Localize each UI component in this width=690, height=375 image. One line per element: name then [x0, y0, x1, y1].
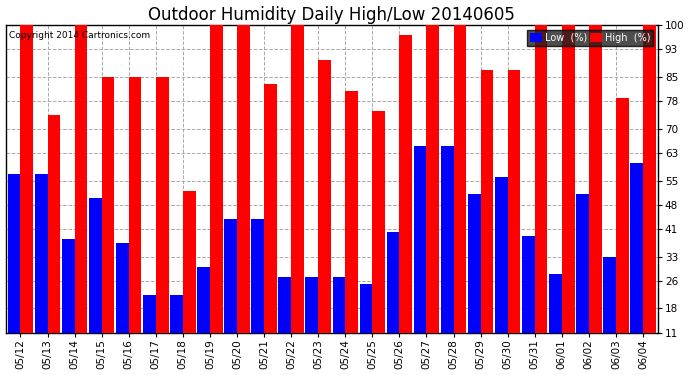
Bar	[480, 70, 493, 370]
Bar	[630, 164, 643, 370]
Bar	[306, 278, 318, 370]
Bar	[414, 146, 426, 370]
Bar	[589, 25, 602, 370]
Bar	[156, 77, 168, 370]
Title: Outdoor Humidity Daily High/Low 20140605: Outdoor Humidity Daily High/Low 20140605	[148, 6, 515, 24]
Bar	[400, 36, 412, 370]
Bar	[441, 146, 453, 370]
Bar	[143, 295, 156, 370]
Bar	[535, 25, 547, 370]
Bar	[170, 295, 183, 370]
Bar	[224, 219, 237, 370]
Bar	[8, 174, 21, 370]
Bar	[210, 25, 223, 370]
Bar	[116, 243, 129, 370]
Bar	[643, 25, 656, 370]
Bar	[318, 60, 331, 370]
Bar	[264, 84, 277, 370]
Bar	[522, 236, 535, 370]
Bar	[291, 25, 304, 370]
Bar	[453, 25, 466, 370]
Bar	[75, 25, 88, 370]
Bar	[129, 77, 141, 370]
Bar	[183, 191, 195, 370]
Bar	[359, 284, 373, 370]
Bar	[237, 25, 250, 370]
Bar	[495, 177, 508, 370]
Bar	[251, 219, 264, 370]
Bar	[616, 98, 629, 370]
Bar	[278, 278, 291, 370]
Bar	[576, 194, 589, 370]
Bar	[89, 198, 101, 370]
Bar	[62, 239, 75, 370]
Bar	[21, 25, 33, 370]
Bar	[345, 91, 358, 370]
Bar	[101, 77, 115, 370]
Text: Copyright 2014 Cartronics.com: Copyright 2014 Cartronics.com	[9, 31, 150, 40]
Bar	[549, 274, 562, 370]
Legend: Low  (%), High  (%): Low (%), High (%)	[527, 30, 653, 46]
Bar	[603, 256, 616, 370]
Bar	[197, 267, 210, 370]
Bar	[48, 115, 60, 370]
Bar	[333, 278, 345, 370]
Bar	[468, 194, 480, 370]
Bar	[562, 25, 575, 370]
Bar	[34, 174, 48, 370]
Bar	[386, 232, 400, 370]
Bar	[373, 111, 385, 370]
Bar	[426, 25, 439, 370]
Bar	[508, 70, 520, 370]
